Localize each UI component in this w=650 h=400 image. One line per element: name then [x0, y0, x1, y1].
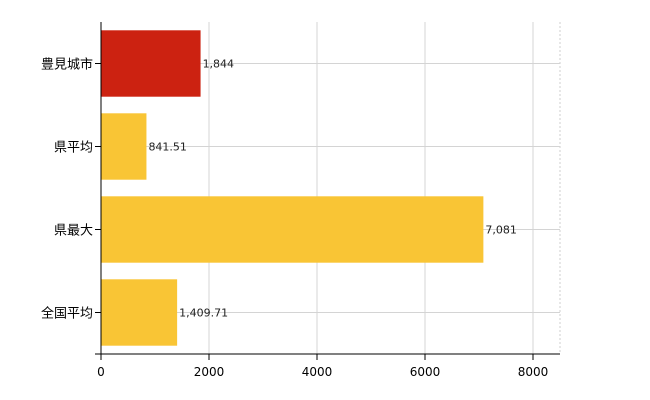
x-tick-label: 0 [97, 365, 105, 379]
data-label: 7,081 [485, 224, 517, 237]
bar-2 [101, 113, 147, 180]
category-label: 全国平均 [41, 306, 93, 322]
category-label: 県平均 [54, 141, 93, 156]
data-labels: 1,844 841.51 7,081 1,409.71 [148, 58, 516, 320]
x-tick-label: 2000 [194, 365, 225, 379]
bar-1 [101, 30, 201, 97]
data-label: 1,844 [203, 58, 235, 71]
category-label: 豊見城市 [41, 57, 93, 73]
y-ticks [95, 63, 101, 313]
data-label: 1,409.71 [179, 307, 228, 320]
bar-4 [101, 279, 178, 346]
x-tick-label: 6000 [410, 365, 441, 379]
x-tick-label: 8000 [518, 365, 549, 379]
bars [101, 30, 484, 346]
data-label: 841.51 [148, 141, 187, 154]
x-ticks: 0 2000 4000 6000 8000 [97, 354, 548, 379]
x-tick-label: 4000 [302, 365, 333, 379]
axes [95, 22, 560, 355]
category-label: 県最大 [54, 224, 93, 239]
bar-3 [101, 196, 484, 263]
